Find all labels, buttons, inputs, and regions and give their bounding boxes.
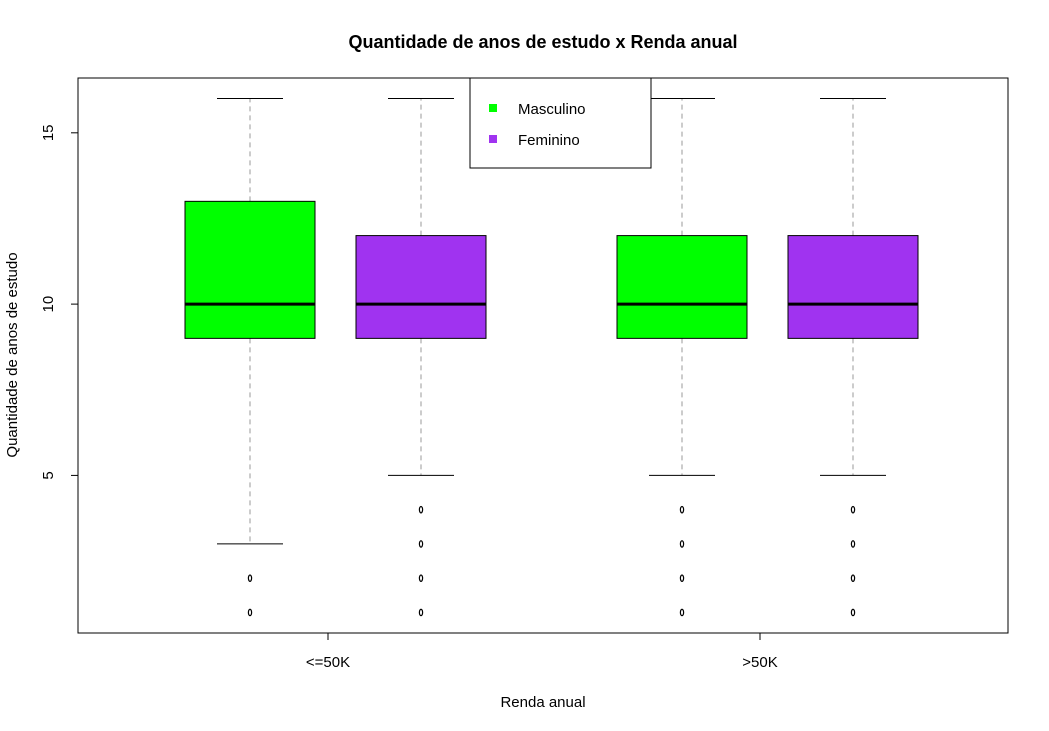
boxes-layer [184, 98, 919, 617]
outlier-point [850, 574, 856, 582]
box-feminino-le50k [355, 98, 487, 617]
box-masculino-gt50k [616, 98, 748, 617]
legend-swatch-masculino [489, 104, 497, 112]
outlier-point [850, 608, 856, 617]
legend-swatch-feminino [489, 135, 497, 143]
y-axis-label: Quantidade de anos de estudo [4, 252, 21, 457]
chart-title: Quantidade de anos de estudo x Renda anu… [348, 32, 737, 52]
outlier-point [418, 574, 424, 582]
y-tick-label: 5 [40, 471, 57, 479]
legend-frame [469, 77, 652, 169]
outlier-point [418, 540, 424, 548]
x-tick-label: >50K [742, 654, 777, 671]
x-axis-label: Renda anual [500, 694, 585, 711]
axes-layer: 5 10 15 <=50K >50K [40, 124, 778, 671]
outlier-point [679, 608, 685, 617]
legend-label-masculino: Masculino [518, 101, 586, 118]
legend: Masculino Feminino [469, 77, 652, 169]
outlier-point [850, 505, 856, 514]
outlier-point [679, 505, 685, 514]
iqr-box [355, 235, 487, 339]
x-tick-label: <=50K [306, 654, 350, 671]
outlier-point [679, 574, 685, 582]
iqr-box [616, 235, 748, 339]
box-feminino-gt50k [787, 98, 919, 617]
outlier-point [247, 574, 253, 582]
iqr-box [184, 200, 316, 339]
outlier-point [418, 505, 424, 514]
y-tick-label: 15 [40, 124, 57, 141]
y-tick-label: 10 [40, 296, 57, 313]
outlier-point [247, 608, 253, 617]
outlier-point [418, 608, 424, 617]
legend-label-feminino: Feminino [518, 132, 580, 149]
outlier-point [850, 540, 856, 548]
box-masculino-le50k [184, 98, 316, 617]
iqr-box [787, 235, 919, 339]
outlier-point [679, 540, 685, 548]
